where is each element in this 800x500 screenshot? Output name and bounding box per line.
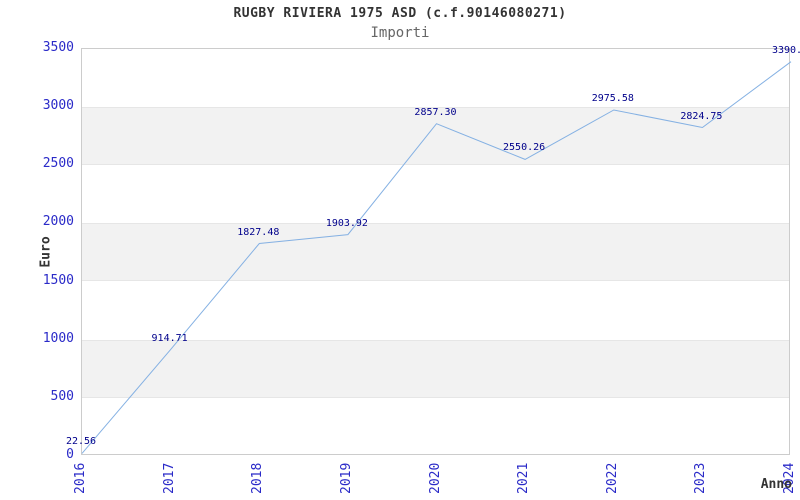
x-tick-label: 2021 bbox=[516, 462, 532, 494]
series-svg bbox=[81, 61, 792, 454]
x-axis-label: Anno bbox=[760, 477, 792, 492]
y-tick-label: 2000 bbox=[42, 214, 74, 230]
series-line bbox=[81, 61, 792, 454]
x-tick-label: 2018 bbox=[250, 462, 266, 494]
x-tick-label: 2023 bbox=[693, 462, 709, 494]
data-point-label: 2824.75 bbox=[680, 110, 723, 122]
plot-area bbox=[81, 48, 792, 455]
y-tick-label: 0 bbox=[66, 447, 74, 462]
x-tick-label: 2019 bbox=[338, 462, 354, 494]
y-tick-label: 2500 bbox=[42, 156, 74, 172]
chart-title: RUGBY RIVIERA 1975 ASD (c.f.90146080271) bbox=[233, 6, 567, 21]
chart-subtitle: Importi bbox=[370, 25, 430, 41]
x-tick-label: 2017 bbox=[161, 462, 177, 494]
stripe-band bbox=[82, 339, 789, 398]
x-tick-label: 2022 bbox=[604, 462, 620, 494]
data-point-label: 2550.26 bbox=[503, 142, 546, 154]
x-tick-label: 2016 bbox=[73, 462, 88, 494]
y-axis-label: Euro bbox=[38, 236, 54, 268]
data-point-label: 1903.92 bbox=[325, 217, 368, 229]
data-point-label: 914.71 bbox=[151, 332, 188, 344]
y-tick-label: 1500 bbox=[42, 272, 74, 288]
y-tick-label: 3500 bbox=[42, 40, 74, 55]
data-point-label: 3390.8 bbox=[771, 44, 800, 56]
y-tick-label: 1000 bbox=[42, 330, 74, 346]
stripe-band bbox=[82, 223, 789, 282]
data-point-label: 2857.30 bbox=[414, 106, 457, 118]
stripe-band bbox=[82, 107, 789, 166]
x-tick-label: 2020 bbox=[427, 462, 443, 494]
data-point-label: 22.56 bbox=[65, 436, 97, 448]
data-point-label: 1827.48 bbox=[237, 226, 280, 238]
data-point-label: 2975.58 bbox=[591, 93, 634, 104]
y-tick-label: 500 bbox=[50, 388, 74, 404]
y-tick-label: 3000 bbox=[42, 98, 74, 114]
